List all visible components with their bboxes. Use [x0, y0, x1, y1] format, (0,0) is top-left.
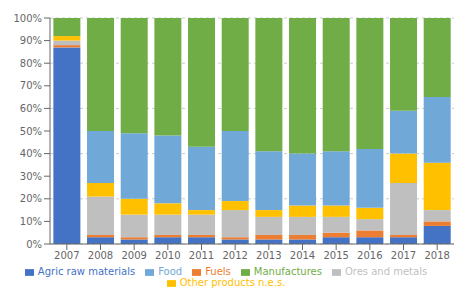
svg-text:0%: 0% [26, 239, 42, 250]
html-text:Agric raw materials: Agric raw materials [37, 266, 136, 277]
svg-text:80%: 80% [20, 58, 42, 69]
html-text:Food: Food [158, 266, 183, 277]
svg-text:2013: 2013 [256, 250, 281, 261]
svg-text:2010: 2010 [155, 250, 180, 261]
svg-text:2008: 2008 [88, 250, 113, 261]
html-text:Fuels: Fuels [205, 266, 231, 277]
svg-text:2018: 2018 [424, 250, 449, 261]
html-text:Ores and metals: Ores and metals [344, 266, 428, 277]
svg-text:30%: 30% [20, 171, 42, 182]
html-text:Other products n.e.s.: Other products n.e.s. [179, 277, 286, 288]
svg-text:90%: 90% [20, 35, 42, 46]
svg-text:100%: 100% [13, 13, 42, 24]
svg-text:2017: 2017 [391, 250, 416, 261]
svg-text:2016: 2016 [357, 250, 382, 261]
svg-text:2007: 2007 [54, 250, 79, 261]
svg-text:2015: 2015 [323, 250, 348, 261]
html-text:Manufactures: Manufactures [253, 266, 322, 277]
svg-text:2012: 2012 [222, 250, 247, 261]
svg-text:70%: 70% [20, 80, 42, 91]
svg-text:60%: 60% [20, 103, 42, 114]
svg-text:40%: 40% [20, 148, 42, 159]
svg-text:2009: 2009 [121, 250, 146, 261]
svg-text:2014: 2014 [290, 250, 315, 261]
svg-text:20%: 20% [20, 193, 42, 204]
svg-text:50%: 50% [20, 126, 42, 137]
svg-text:2011: 2011 [189, 250, 214, 261]
svg-text:10%: 10% [20, 216, 42, 227]
